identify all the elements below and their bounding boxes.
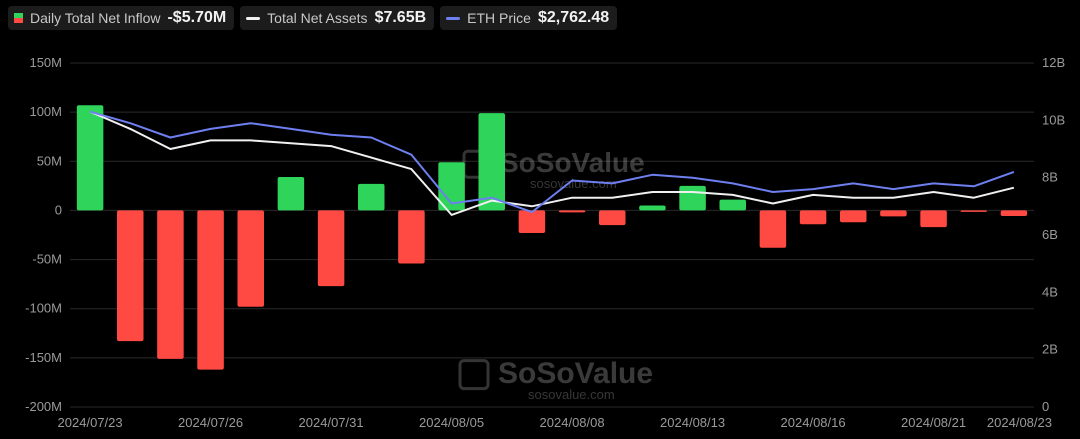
inflow-bar (357, 183, 385, 211)
y-left-tick-label: -50M (32, 252, 62, 267)
watermarks: SoSoValuesosovalue.comSoSoValuesosovalue… (458, 147, 653, 402)
y-left-tick-label: -150M (25, 350, 62, 365)
inflow-bar (317, 210, 345, 287)
y-right-tick-label: 4B (1042, 284, 1058, 299)
y-left-tick-label: 150M (29, 55, 62, 70)
legend-item-net-assets[interactable]: Total Net Assets $7.65B (240, 6, 435, 30)
watermark-brand: SoSoValue (498, 357, 653, 390)
inflow-bar (679, 185, 706, 211)
y-axis-left: 150M 100M 50M 0 -50M -100M -150M -200M (25, 55, 62, 414)
inflow-bar (839, 210, 867, 223)
y-right-tick-label: 8B (1042, 170, 1058, 185)
inflow-bar (197, 210, 224, 370)
inflow-bar (799, 210, 827, 225)
total-net-assets-line (89, 110, 1015, 216)
x-tick-label: 2024/08/05 (419, 415, 484, 430)
legend-item-eth-price[interactable]: ETH Price $2,762.48 (440, 6, 618, 30)
legend-assets-label: Total Net Assets (267, 10, 368, 26)
x-tick-label: 2024/08/23 (987, 415, 1052, 430)
watermark-url: sosovalue.com (528, 387, 615, 402)
inflow-bar (1000, 210, 1028, 217)
inflow-bar (719, 199, 747, 211)
inflow-bar (398, 210, 425, 264)
legend-price-value: $2,762.48 (537, 9, 610, 26)
x-tick-label: 2024/08/08 (540, 415, 605, 430)
inflow-bar (518, 210, 546, 234)
x-tick-label: 2024/08/13 (660, 415, 725, 430)
inflow-bar (237, 210, 265, 307)
x-tick-label: 2024/07/31 (299, 415, 364, 430)
inflow-bar (478, 113, 506, 211)
y-right-tick-label: 10B (1042, 112, 1065, 127)
inflow-bar (438, 162, 465, 211)
inflow-bar (598, 210, 626, 226)
assets-swatch-icon (246, 16, 261, 20)
watermark-brand: SoSoValue (500, 147, 645, 178)
chart-legend: Daily Total Net Inflow -$5.70M Total Net… (8, 6, 618, 30)
series-lines (89, 110, 1015, 216)
eth-price-line (89, 110, 1015, 214)
inflow-bar (558, 210, 586, 213)
y-right-tick-label: 12B (1042, 55, 1065, 70)
x-tick-label: 2024/08/16 (781, 415, 846, 430)
x-axis: 2024/07/23 2024/07/26 2024/07/31 2024/08/05… (58, 415, 1052, 430)
legend-inflow-value: -$5.70M (167, 9, 227, 26)
legend-price-label: ETH Price (467, 10, 531, 26)
inflow-bar (76, 105, 104, 211)
inflow-bar (880, 210, 907, 217)
watermark-logo-icon (458, 359, 490, 391)
y-right-tick-label: 6B (1042, 227, 1058, 242)
x-tick-label: 2024/08/21 (901, 415, 966, 430)
y-left-tick-label: 50M (37, 153, 62, 168)
inflow-bar (920, 210, 947, 228)
inflow-bars (76, 105, 1028, 370)
inflow-bar (116, 210, 144, 342)
y-left-tick-label: 100M (29, 104, 62, 119)
price-swatch-icon (446, 16, 461, 20)
inflow-swatch-icon (14, 13, 23, 23)
inflow-bar (639, 205, 666, 211)
inflow-bar (759, 210, 787, 248)
inflow-bar (277, 177, 305, 211)
y-right-tick-label: 0 (1042, 399, 1049, 414)
legend-inflow-label: Daily Total Net Inflow (30, 10, 161, 26)
y-axis-right: 12B 10B 8B 6B 4B 2B 0 (1042, 55, 1065, 414)
legend-assets-value: $7.65B (374, 9, 427, 26)
grid-lines (70, 62, 1034, 408)
y-left-tick-label: -100M (25, 301, 62, 316)
watermark-url: sosovalue.com (530, 176, 617, 191)
y-left-tick-label: 0 (55, 202, 62, 217)
y-left-tick-label: -200M (25, 399, 62, 414)
y-right-tick-label: 2B (1042, 342, 1058, 357)
inflow-bar (960, 210, 988, 212)
legend-item-net-inflow[interactable]: Daily Total Net Inflow -$5.70M (8, 6, 235, 30)
x-tick-label: 2024/07/23 (58, 415, 123, 430)
inflow-bar (157, 210, 184, 359)
x-tick-label: 2024/07/26 (178, 415, 243, 430)
